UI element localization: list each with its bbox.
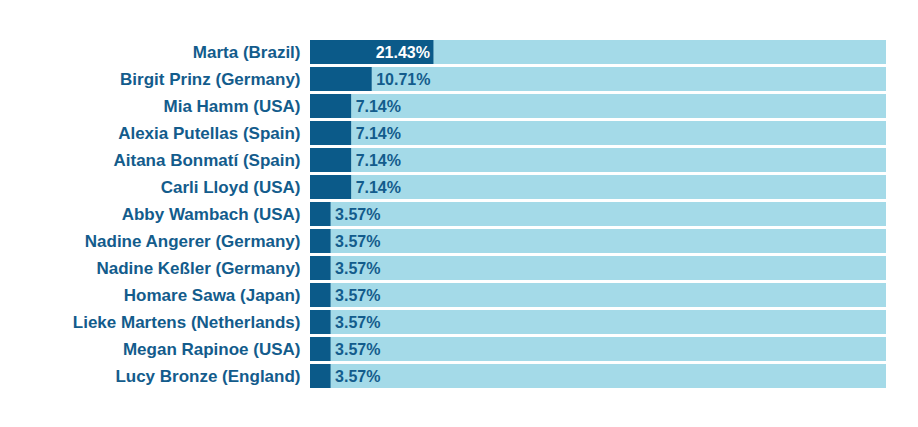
svg-text:Marta (Brazil): Marta (Brazil) bbox=[193, 43, 301, 62]
svg-text:Nadine Keßler (Germany): Nadine Keßler (Germany) bbox=[96, 259, 300, 278]
svg-text:Megan Rapinoe (USA): Megan Rapinoe (USA) bbox=[123, 340, 301, 359]
svg-text:Carli Lloyd (USA): Carli Lloyd (USA) bbox=[161, 178, 301, 197]
svg-text:7.14%: 7.14% bbox=[356, 152, 401, 169]
svg-text:Alexia Putellas (Spain): Alexia Putellas (Spain) bbox=[118, 124, 300, 143]
svg-text:3.57%: 3.57% bbox=[335, 260, 380, 277]
svg-text:3.57%: 3.57% bbox=[335, 368, 380, 385]
svg-text:3.57%: 3.57% bbox=[335, 314, 380, 331]
svg-text:7.14%: 7.14% bbox=[356, 179, 401, 196]
svg-text:Birgit Prinz (Germany): Birgit Prinz (Germany) bbox=[120, 70, 300, 89]
svg-text:Mia Hamm (USA): Mia Hamm (USA) bbox=[164, 97, 301, 116]
svg-text:10.71%: 10.71% bbox=[376, 71, 430, 88]
svg-text:3.57%: 3.57% bbox=[335, 233, 380, 250]
svg-text:21.43%: 21.43% bbox=[376, 44, 430, 61]
svg-text:Lieke Martens (Netherlands): Lieke Martens (Netherlands) bbox=[73, 313, 301, 332]
svg-text:Abby Wambach (USA): Abby Wambach (USA) bbox=[122, 205, 301, 224]
svg-text:Homare Sawa (Japan): Homare Sawa (Japan) bbox=[124, 286, 301, 305]
svg-text:3.57%: 3.57% bbox=[335, 341, 380, 358]
svg-text:7.14%: 7.14% bbox=[356, 98, 401, 115]
svg-text:Aitana Bonmatí (Spain): Aitana Bonmatí (Spain) bbox=[113, 151, 300, 170]
svg-text:3.57%: 3.57% bbox=[335, 287, 380, 304]
svg-text:7.14%: 7.14% bbox=[356, 125, 401, 142]
svg-text:Lucy Bronze (England): Lucy Bronze (England) bbox=[115, 367, 300, 386]
svg-text:3.57%: 3.57% bbox=[335, 206, 380, 223]
svg-text:Nadine Angerer (Germany): Nadine Angerer (Germany) bbox=[85, 232, 301, 251]
